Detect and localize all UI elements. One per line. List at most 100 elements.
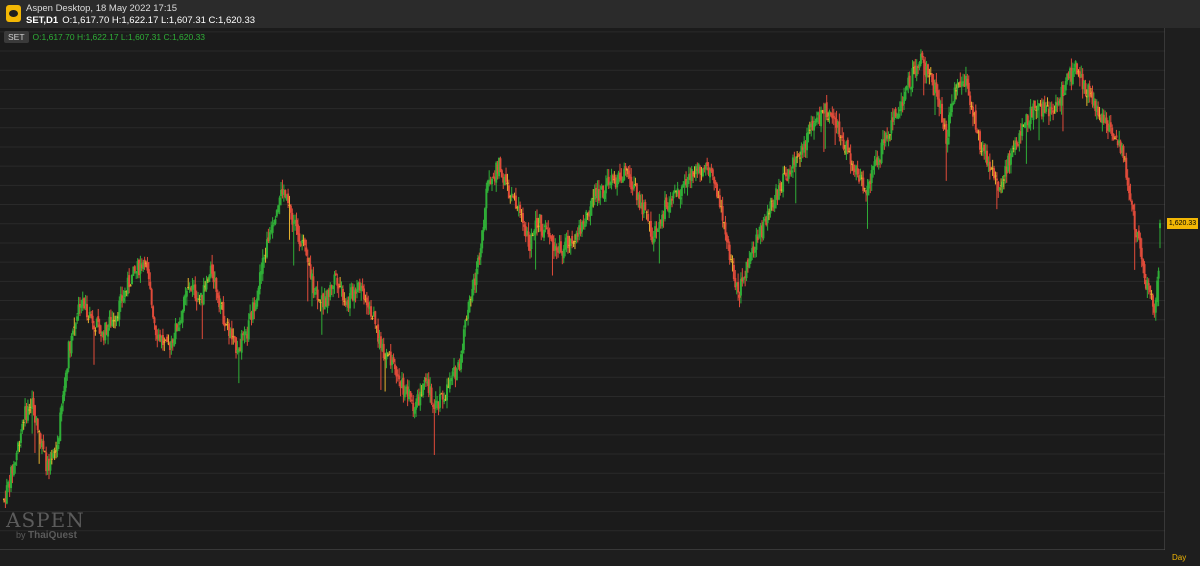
candle-body — [966, 78, 969, 86]
candle-body — [62, 394, 65, 404]
candle-body — [717, 196, 720, 198]
candle-body — [571, 235, 574, 244]
candle-body — [960, 82, 963, 87]
time-axis[interactable] — [0, 550, 1200, 566]
candle-body — [845, 141, 848, 155]
candle-body — [306, 257, 309, 263]
timeframe-day-button[interactable]: Day — [1172, 553, 1187, 562]
candle-body — [81, 298, 84, 306]
candle-body — [928, 75, 931, 77]
candle-body — [354, 291, 357, 294]
candle-body — [188, 287, 191, 290]
candle-body — [496, 164, 499, 174]
candle-body — [5, 485, 8, 504]
candle-body — [1108, 125, 1111, 132]
candle-body — [990, 168, 993, 170]
candle-body — [1132, 204, 1135, 210]
candle-body — [834, 117, 837, 120]
candle-body — [236, 350, 239, 353]
candle-body — [19, 433, 22, 443]
candle-body — [118, 300, 121, 320]
candle-body — [1144, 280, 1147, 289]
candle-body — [334, 273, 337, 275]
candle-body — [419, 391, 422, 406]
candle-body — [220, 302, 223, 304]
candle-body — [849, 153, 852, 165]
candle-body — [377, 324, 380, 342]
candle-body — [566, 235, 569, 249]
candle-body — [675, 190, 678, 192]
candle-body — [1061, 84, 1064, 97]
candle-body — [437, 401, 440, 409]
candle-body — [199, 293, 202, 298]
candle-body — [538, 214, 541, 223]
candle-body — [138, 259, 141, 276]
candle-body — [862, 177, 865, 192]
candle-body — [73, 326, 76, 329]
candle-body — [1074, 61, 1077, 68]
candle-body — [1115, 135, 1118, 138]
candle-body — [379, 336, 382, 348]
candle-body — [485, 188, 488, 209]
candle-body — [987, 163, 990, 166]
candle-body — [164, 339, 167, 341]
candle-body — [336, 277, 339, 286]
candle-body — [389, 351, 392, 366]
candle-body — [874, 159, 877, 163]
candlestick-chart[interactable]: 1,460.001,470.001,480.001,490.001,500.00… — [0, 28, 1200, 566]
candle-body — [728, 244, 731, 261]
candle-body — [133, 266, 136, 272]
candle-body — [825, 102, 828, 118]
candle-body — [353, 289, 356, 301]
candle-body — [995, 178, 998, 181]
candle-body — [616, 179, 619, 188]
watermark-by: by — [16, 530, 26, 540]
candle-body — [114, 320, 117, 322]
candle-body — [64, 372, 67, 388]
legend-symbol-badge[interactable]: SET — [4, 31, 29, 43]
candle-body — [244, 331, 247, 335]
candle-body — [386, 354, 389, 356]
candle-body — [689, 173, 692, 180]
candle-body — [914, 65, 917, 75]
candle-body — [575, 233, 578, 240]
candle-body — [685, 179, 688, 185]
candle-body — [451, 371, 454, 376]
candle-body — [941, 103, 944, 123]
candle-body — [838, 121, 841, 137]
candle-body — [1119, 141, 1122, 153]
symbol-timeframe[interactable]: SET,D1 — [26, 15, 59, 26]
candle-body — [101, 331, 104, 336]
candle-body — [988, 161, 991, 172]
aspen-app-icon[interactable] — [6, 5, 21, 22]
candle-body — [683, 181, 686, 186]
candle-body — [225, 324, 228, 326]
candle-body — [976, 129, 979, 133]
candle-body — [1076, 63, 1079, 74]
candle-body — [149, 281, 152, 289]
price-axis[interactable] — [1165, 28, 1200, 550]
candle-body — [150, 289, 153, 305]
candle-body — [509, 196, 512, 198]
candle-body — [1102, 114, 1105, 123]
candle-body — [201, 294, 204, 304]
candle-body — [918, 62, 921, 68]
candle-body — [1116, 140, 1119, 146]
candle-body — [690, 168, 693, 181]
candle-body — [360, 285, 363, 292]
candle-body — [991, 167, 994, 169]
candle-body — [932, 79, 935, 96]
candle-body — [1101, 113, 1104, 124]
candle-body — [917, 65, 920, 69]
candle-body — [970, 105, 973, 108]
candle-body — [206, 279, 209, 281]
candle-body — [292, 221, 295, 224]
candle-body — [271, 225, 274, 233]
candle-body — [194, 284, 197, 299]
candle-body — [607, 176, 610, 185]
candle-body — [445, 384, 448, 401]
candle-body — [887, 135, 890, 139]
candle-body — [400, 379, 403, 387]
candle-body — [87, 318, 90, 320]
candle-body — [1092, 98, 1095, 106]
